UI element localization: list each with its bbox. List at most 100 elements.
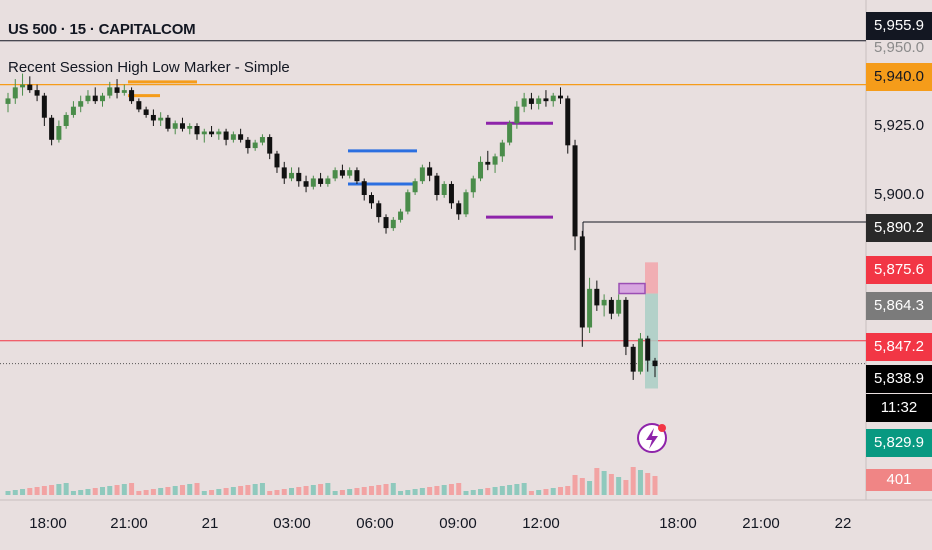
volume-bar <box>194 483 200 495</box>
candle-body <box>463 192 469 215</box>
volume-bar <box>572 475 578 495</box>
indicator-title[interactable]: Recent Session High Low Marker - Simple <box>8 59 290 76</box>
volume-bar <box>209 490 215 495</box>
volume-bar <box>361 487 367 495</box>
volume-bar <box>608 474 614 495</box>
price-tick-5900: 5,900.0 <box>874 186 925 203</box>
candle-body <box>194 126 200 135</box>
volume-bar <box>499 486 505 495</box>
candle-body <box>572 145 578 237</box>
price-tag-orange: 5,940.0 <box>866 63 932 91</box>
volume-bar <box>434 486 440 495</box>
price-tag-red-line: 5,847.2 <box>866 333 932 361</box>
volume-bar <box>303 486 309 495</box>
candle-body <box>238 134 244 140</box>
volume-bar <box>514 484 520 495</box>
volume-bar <box>637 470 643 495</box>
candle-body <box>623 299 629 347</box>
candle-body <box>354 170 360 182</box>
volume-bar <box>427 487 433 495</box>
candle-body <box>499 142 505 157</box>
candle-body <box>274 153 280 168</box>
candle-body <box>630 346 636 372</box>
candle-body <box>114 87 120 93</box>
candle-body <box>339 170 345 176</box>
candle-body <box>485 161 491 165</box>
price-tag-last: 5,838.9 <box>866 365 932 393</box>
candle-body <box>405 192 411 212</box>
volume-bar <box>34 487 40 495</box>
price-tick-5925: 5,925.0 <box>874 117 925 134</box>
candle-body <box>158 117 164 121</box>
candle-body <box>143 109 149 115</box>
candle-body <box>20 84 26 88</box>
time-tick: 03:00 <box>273 515 311 532</box>
candle-body <box>587 288 593 328</box>
candle-body <box>521 98 527 107</box>
candle-body <box>121 90 127 93</box>
symbol-title[interactable]: US 500 · 15 · CAPITALCOM <box>8 21 196 38</box>
candle-body <box>579 236 585 328</box>
volume-bar <box>136 491 142 495</box>
volume-bar <box>245 485 251 495</box>
candle-body <box>419 167 425 182</box>
price-tag-entry: 5,864.3 <box>866 292 932 320</box>
volume-bar <box>448 484 454 495</box>
volume-bar <box>56 484 62 495</box>
volume-bar <box>368 486 374 495</box>
volume-bar <box>550 488 556 495</box>
volume-bar <box>630 467 636 495</box>
candle-body <box>557 95 563 99</box>
volume-bar <box>318 484 324 495</box>
candle-body <box>100 95 106 102</box>
candle-body <box>259 137 265 143</box>
candle-body <box>398 211 404 220</box>
volume-bar <box>172 486 178 495</box>
volume-bar <box>143 490 149 495</box>
volume-tag: 401 <box>866 469 932 491</box>
candle-body <box>85 95 91 102</box>
candle-body <box>616 299 622 314</box>
volume-bar <box>49 485 55 495</box>
time-tick: 18:00 <box>659 515 697 532</box>
candle-body <box>608 299 614 314</box>
candle-body <box>107 87 113 96</box>
volume-bar <box>354 488 360 495</box>
candle-body <box>645 338 651 361</box>
candle-body <box>637 338 643 372</box>
volume-bar <box>652 476 658 495</box>
candle-body <box>5 98 11 104</box>
volume-bar <box>296 487 302 495</box>
candle-body <box>550 95 556 102</box>
candle-body <box>63 114 69 126</box>
volume-bar <box>521 483 527 495</box>
volume-bar <box>281 489 287 495</box>
volume-bar <box>187 484 193 495</box>
volume-bar <box>528 491 534 495</box>
volume-bar <box>601 471 607 495</box>
volume-bar <box>158 488 164 495</box>
candle-body <box>41 95 47 118</box>
candle-body <box>456 203 462 215</box>
candle-body <box>427 167 433 176</box>
volume-bar <box>216 489 222 495</box>
lightning-bolt-icon <box>646 428 658 449</box>
volume-bar <box>463 491 469 495</box>
candle-body <box>12 87 18 99</box>
volume-bar <box>478 489 484 495</box>
volume-bar <box>121 484 127 495</box>
candle-body <box>594 288 600 306</box>
volume-bar <box>456 483 462 495</box>
volume-bar <box>383 484 389 495</box>
volume-bar <box>92 488 98 495</box>
volume-bar <box>230 487 236 495</box>
volume-bar <box>579 478 585 495</box>
volume-bar <box>12 490 18 495</box>
candle-body <box>448 183 454 204</box>
time-tick: 22 <box>834 515 852 532</box>
candle-body <box>478 161 484 179</box>
candle-body <box>129 90 135 102</box>
candle-body <box>70 106 76 115</box>
